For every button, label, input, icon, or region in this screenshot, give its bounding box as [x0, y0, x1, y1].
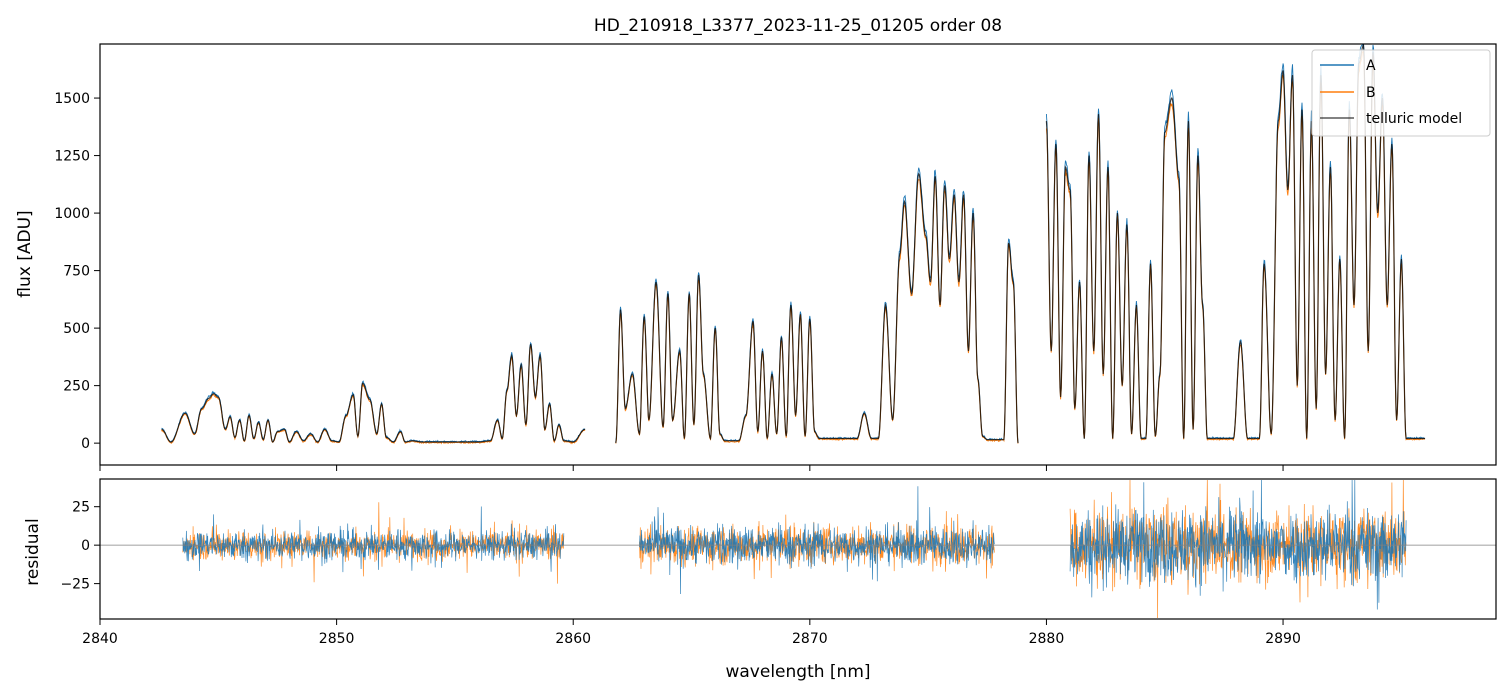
residual-ytick-label-1: 0: [81, 538, 90, 554]
flux-ytick-label-0: 0: [81, 436, 90, 452]
flux-ytick-label-2: 500: [63, 321, 90, 337]
residual-ytick-label-2: 25: [72, 500, 90, 516]
telluric-model-segment-1: [615, 172, 1019, 444]
residual-a-segment-1: [639, 486, 995, 595]
residual-a-segment-2: [1069, 479, 1407, 610]
series-a-segment-0: [161, 341, 586, 444]
residual-panel: −25 0 25 2840 2850 2860 2870 2880 2890 residual…: [23, 478, 1497, 682]
legend-label-b: B: [1366, 85, 1376, 101]
residual-xtick-label-4: 2880: [1029, 631, 1065, 647]
flux-ytick-label-1: 250: [63, 379, 90, 395]
residual-xtick-label-5: 2890: [1265, 631, 1301, 647]
chart-title: HD_210918_L3377_2023-11-25_01205 order 0…: [594, 16, 1002, 36]
flux-panel: 0 250 500 750 1000 1250 1500 flux [ADU] A B te…: [15, 43, 1497, 471]
flux-axes-frame: [99, 43, 1497, 466]
residual-series-group: [182, 479, 1407, 619]
flux-xticks: [99, 465, 1284, 471]
flux-yticks: 0 250 500 750 1000 1250 1500: [54, 91, 100, 452]
series-b-segment-1: [615, 178, 1019, 444]
residual-axes-frame: [99, 478, 1497, 620]
flux-series-group: [161, 43, 1426, 445]
residual-xtick-label-1: 2850: [319, 631, 355, 647]
flux-ytick-label-6: 1500: [54, 91, 90, 107]
legend: A B telluric model: [1311, 49, 1491, 137]
residual-xlabel: wavelength [nm]: [725, 662, 870, 682]
residual-ylabel: residual: [23, 518, 43, 585]
legend-box: [1311, 49, 1491, 137]
residual-xtick-label-0: 2840: [82, 631, 118, 647]
flux-ytick-label-5: 1250: [54, 149, 90, 165]
residual-xtick-label-3: 2870: [792, 631, 828, 647]
legend-label-model: telluric model: [1366, 111, 1462, 127]
residual-a-segment-0: [182, 506, 565, 573]
residual-ytick-label-0: −25: [60, 577, 90, 593]
telluric-model-segment-0: [161, 344, 586, 443]
flux-ytick-label-4: 1000: [54, 206, 90, 222]
flux-ylabel: flux [ADU]: [15, 210, 35, 297]
series-a-segment-1: [615, 167, 1019, 444]
residual-yticks: −25 0 25: [60, 500, 100, 593]
legend-label-a: A: [1366, 58, 1376, 74]
residual-b-segment-1: [639, 511, 995, 580]
residual-xticks: 2840 2850 2860 2870 2880 2890: [82, 619, 1301, 647]
residual-xtick-label-2: 2860: [555, 631, 591, 647]
flux-ytick-label-3: 750: [63, 264, 90, 280]
